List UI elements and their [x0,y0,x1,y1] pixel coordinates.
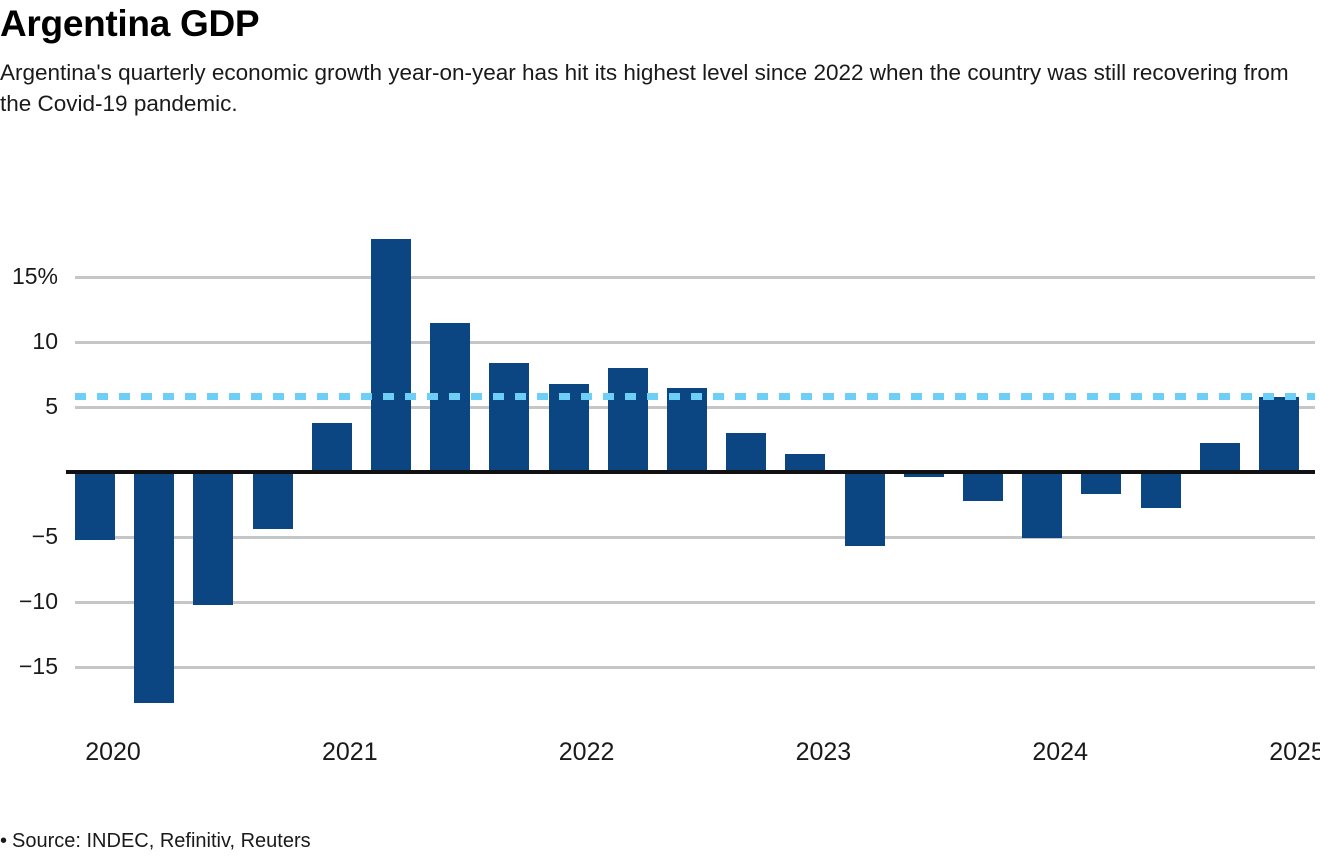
y-axis-tick-label: 5 [45,393,58,419]
zero-axis-line [66,470,1315,474]
bar-2021-q4 [489,362,530,472]
x-axis-tick-label-2024: 2024 [1032,738,1088,766]
y-axis-tick-label: 10 [32,328,58,354]
y-axis-tick-label: 15% [11,263,58,289]
reference-line-highest-level [75,393,1315,401]
bar-2025-q1 [1259,396,1299,472]
bar-2020-q4 [252,472,293,530]
chart-x-axis: 2020 2021 2022 2023 2024 2025 [0,737,1320,787]
bar-2021-q1 [311,422,352,472]
x-axis-tick-label-2022: 2022 [558,738,615,766]
bar-2024-q3 [1140,472,1181,509]
chart-plot-area: 15% 10 5 −5 −10 −15 2020 2021 2022 2023 2024 2025 [0,177,1320,797]
y-axis-tick-label: −10 [18,588,58,614]
x-axis-tick-label-2025: 2025 [1269,738,1320,766]
x-axis-tick-label-2023: 2023 [795,738,852,766]
source-text: Source: INDEC, Refinitiv, Reuters [12,830,311,852]
chart-subtitle: Argentina's quarterly economic growth ye… [0,60,1289,116]
bar-2020-q3 [193,472,234,605]
x-axis-tick-label-2020: 2020 [85,738,141,766]
bar-2023-q4 [963,472,1003,501]
y-axis-tick-label: −5 [31,523,58,549]
y-axis-tick-label: −15 [18,653,58,679]
bar-2022-q3 [667,387,707,472]
chart-bars [0,177,1320,797]
gridline--10 [75,600,1315,604]
bar-2024-q4 [1199,443,1240,472]
bar-2021-q2 [371,239,411,472]
chart-source-footer: • Source: INDEC, Refinitiv, Reuters [0,828,1320,854]
bar-2022-q2 [607,368,648,472]
bar-2020-q1 [75,472,115,540]
bullet-icon: • [0,830,8,852]
bar-2024-q1 [1022,472,1063,539]
bar-2023-q1 [785,453,826,472]
bar-2022-q4 [726,433,767,472]
bar-2023-q2 [844,472,885,547]
chart-header: Argentina GDP Argentina's quarterly econ… [0,2,1320,119]
bar-2020-q2 [134,472,175,704]
page-title: Argentina GDP [0,3,260,44]
bar-2024-q2 [1081,472,1122,495]
bar-2023-q3 [903,472,944,478]
gridline-10 [75,340,1315,344]
x-axis-tick-label-2021: 2021 [321,738,378,766]
gridline--5 [75,535,1315,539]
gridline-15 [75,275,1315,279]
gridline--15 [75,665,1315,669]
